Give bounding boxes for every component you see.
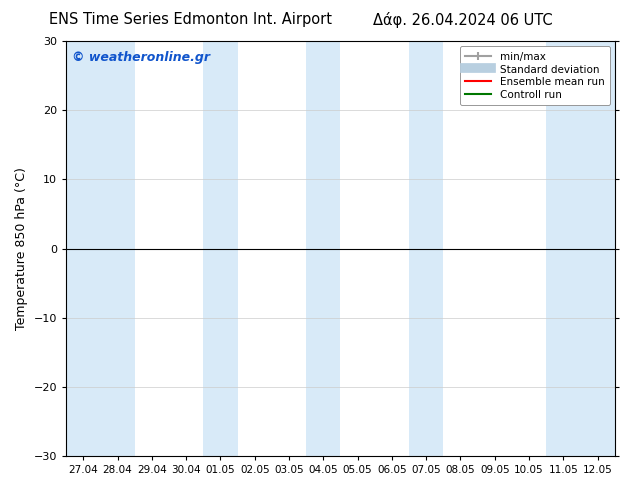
Bar: [409, 41, 443, 456]
Legend: min/max, Standard deviation, Ensemble mean run, Controll run: min/max, Standard deviation, Ensemble me…: [460, 46, 610, 105]
Bar: [100, 41, 134, 456]
Bar: [547, 41, 581, 456]
Y-axis label: Temperature 850 hPa (°C): Temperature 850 hPa (°C): [15, 167, 28, 330]
Text: © weatheronline.gr: © weatheronline.gr: [72, 51, 210, 64]
Bar: [306, 41, 340, 456]
Text: Δάφ. 26.04.2024 06 UTC: Δάφ. 26.04.2024 06 UTC: [373, 12, 553, 28]
Bar: [581, 41, 615, 456]
Text: ENS Time Series Edmonton Int. Airport: ENS Time Series Edmonton Int. Airport: [49, 12, 332, 27]
Bar: [66, 41, 100, 456]
Bar: [204, 41, 238, 456]
